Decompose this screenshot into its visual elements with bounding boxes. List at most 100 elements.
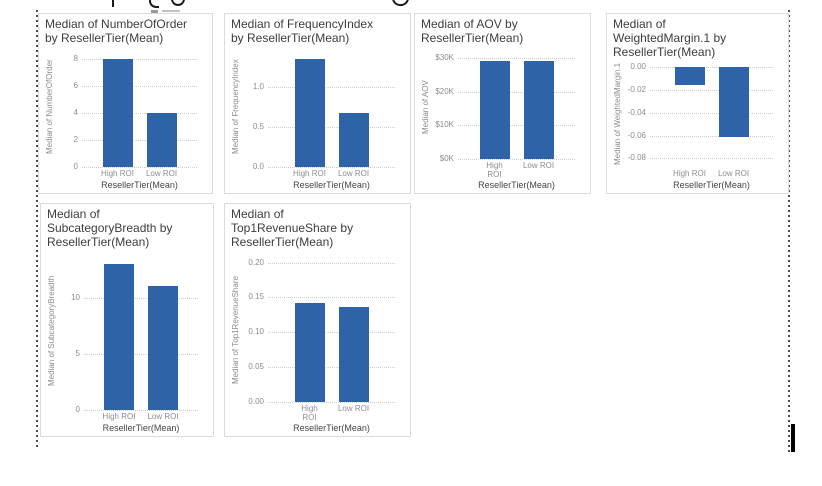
chart-title-line: SubcategoryBreadth by	[47, 221, 173, 235]
cropped-text-fragment	[162, 10, 180, 12]
chart-title-line: Median of	[613, 17, 666, 31]
bar-low-roi[interactable]	[338, 306, 369, 402]
y-tick-label: $20K	[435, 86, 454, 96]
chart-body: Median of FrequencyIndex 0.0 0.5 1.0 High RO…	[230, 46, 405, 190]
y-axis-title: Median of SubcategoryBreadth	[47, 275, 56, 386]
x-category-label: Low ROI	[140, 169, 184, 178]
cropped-text-fragment	[392, 0, 409, 6]
x-category-label: Low ROI	[141, 412, 185, 421]
x-axis-title: ResellerTier(Mean)	[293, 423, 370, 433]
gridline	[82, 167, 197, 168]
x-category-label: High ROI	[668, 169, 712, 178]
x-category-label-line: High ROI	[293, 169, 326, 178]
x-axis-title: ResellerTier(Mean)	[478, 180, 555, 190]
y-tick-label: $30K	[435, 53, 454, 63]
x-category-labels: High ROI Low ROI	[268, 403, 395, 422]
chart-card-aov: Median of AOV by ResellerTier(Mean) Median…	[414, 13, 591, 194]
gridline	[82, 113, 197, 115]
y-tick-label: 1.0	[252, 81, 264, 91]
chart-title-line: ResellerTier(Mean)	[231, 235, 334, 249]
y-tick-label: 0.00	[248, 397, 264, 406]
gridline	[650, 67, 773, 68]
x-category-label: High ROI	[97, 412, 141, 421]
chart-title: Median of Top1RevenueShare by ResellerTier…	[230, 206, 405, 250]
bar-high-roi[interactable]	[294, 303, 325, 402]
y-tick-label: -0.06	[627, 130, 646, 140]
y-tick-label: 5	[75, 348, 80, 358]
chart-card-weightedmargin: Median of WeightedMargin.1 by ResellerTier…	[606, 13, 789, 194]
cropped-text-fragment	[112, 0, 114, 7]
x-category-label-line: ROI	[302, 413, 317, 422]
gridline	[458, 91, 575, 93]
plot-area: 0 2 4 6 8	[74, 53, 197, 171]
plot-area: 0.00 -0.02 -0.04 -0.06 -0.08	[628, 62, 773, 167]
gridline	[84, 353, 198, 355]
plot-column: 0 2 4 6 8 High ROI Low ROI ResellerTier(Mean)	[55, 46, 207, 190]
x-category-labels: High ROI Low ROI	[84, 411, 198, 422]
y-tick-label: 6	[73, 81, 78, 91]
x-category-label-line: Low ROI	[337, 169, 370, 178]
gridline	[82, 59, 197, 61]
chart-title-line: Median of	[231, 207, 284, 221]
chart-title-line: by ResellerTier(Mean)	[231, 31, 350, 45]
y-tick-label: -0.02	[627, 84, 646, 94]
plot-column: 0.00 0.05 0.10 0.15 0.20 High ROI Low ROI Resell…	[241, 250, 405, 433]
chart-title-line: ResellerTier(Mean)	[421, 31, 524, 45]
y-tick-label: 0.05	[248, 362, 264, 372]
bar-high-roi[interactable]	[294, 58, 325, 167]
selection-border-right	[788, 10, 790, 453]
gridline	[82, 140, 197, 142]
gridline	[650, 89, 773, 91]
x-category-label-line: Low ROI	[145, 169, 178, 178]
chart-body: Median of WeightedMargin.1 0.00 -0.02 -0.04…	[612, 60, 783, 190]
chart-title-line: Top1RevenueShare by	[231, 221, 354, 235]
chart-title-line: ResellerTier(Mean)	[613, 45, 716, 59]
chart-title: Median of AOV by ResellerTier(Mean)	[420, 16, 585, 46]
x-category-label: High ROI	[96, 169, 140, 178]
chart-title-line: WeightedMargin.1 by	[613, 31, 727, 45]
bar-low-roi[interactable]	[718, 67, 749, 137]
bar-high-roi[interactable]	[102, 59, 133, 167]
bar-low-roi[interactable]	[146, 113, 177, 167]
x-axis-title: ResellerTier(Mean)	[102, 423, 180, 433]
x-category-labels: High ROI Low ROI	[268, 168, 395, 179]
cropped-text-fragment	[151, 10, 158, 13]
chart-card-numberoforder: Median of NumberOfOrder by ResellerTier(M…	[38, 13, 213, 194]
y-tick-label: $10K	[435, 120, 454, 130]
gridline	[268, 262, 395, 264]
chart-body: Median of SubcategoryBreadth 0 5 10 High ROI…	[46, 250, 208, 433]
y-tick-label: 2	[73, 135, 78, 145]
y-tick-label: 0.0	[252, 162, 264, 171]
chart-title-line: ResellerTier(Mean)	[47, 235, 150, 249]
chart-body: Median of AOV $0K $10K $20K $30K High ROI Low R…	[420, 46, 585, 190]
x-category-label: Low ROI	[712, 169, 756, 178]
x-category-labels: High ROI Low ROI	[458, 160, 575, 179]
selection-border-left	[36, 10, 38, 450]
chart-title: Median of SubcategoryBreadth by ResellerTi…	[46, 206, 208, 250]
gridline	[458, 58, 575, 60]
bar-high-roi[interactable]	[104, 263, 134, 410]
x-axis-title: ResellerTier(Mean)	[673, 180, 750, 190]
bar-low-roi[interactable]	[148, 286, 178, 410]
x-axis-title: ResellerTier(Mean)	[293, 180, 370, 190]
chart-title-line: Median of FrequencyIndex	[231, 17, 374, 31]
plot-area: 0.0 0.5 1.0	[253, 53, 395, 171]
y-tick-label: $0K	[439, 154, 454, 163]
y-tick-label: -0.08	[627, 153, 646, 163]
gridline	[650, 158, 773, 160]
y-axis-title: Median of Top1RevenueShare	[231, 276, 240, 385]
bar-high-roi[interactable]	[674, 67, 705, 86]
gridline	[458, 159, 575, 160]
bar-high-roi[interactable]	[479, 61, 510, 159]
plot-column: 0.00 -0.02 -0.04 -0.06 -0.08 High ROI Low ROI R…	[623, 60, 783, 190]
x-category-label: Low ROI	[332, 169, 376, 178]
plot-area: $0K $10K $20K $30K	[435, 53, 575, 163]
chart-title: Median of NumberOfOrder by ResellerTier(M…	[44, 16, 207, 46]
x-axis-title: ResellerTier(Mean)	[101, 180, 178, 190]
y-axis-title: Median of WeightedMargin.1	[613, 62, 622, 166]
y-axis-title: Median of AOV	[421, 80, 430, 134]
y-tick-label: 10	[71, 292, 80, 302]
x-category-labels: High ROI Low ROI	[82, 168, 197, 179]
bar-low-roi[interactable]	[523, 61, 554, 159]
bar-low-roi[interactable]	[338, 113, 369, 167]
